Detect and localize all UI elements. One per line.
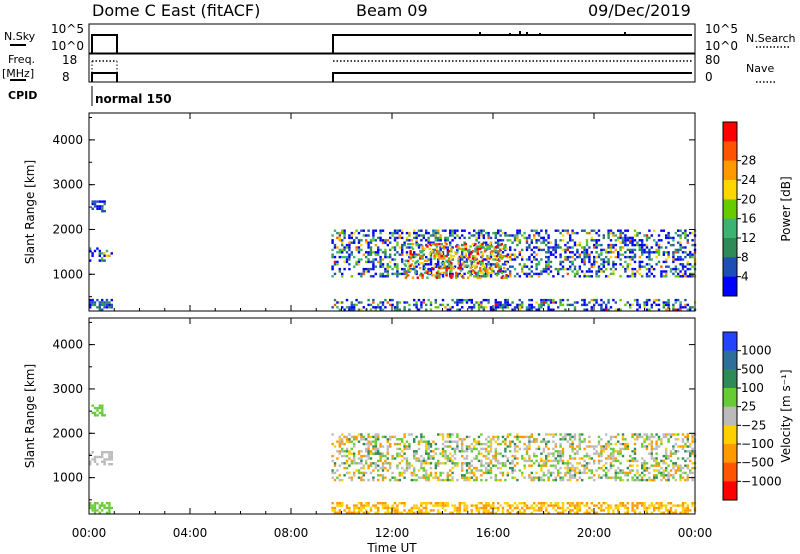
velocity-region-4 (331, 433, 697, 482)
velocity-colorbar-label-7: −1000 (741, 474, 782, 488)
velocity-region-1 (91, 404, 106, 417)
power-ytick-label-0: 1000 (52, 267, 83, 281)
power-colorbar-seg-1 (723, 141, 737, 162)
time-tick-label-3: 12:00 (375, 526, 410, 540)
velocity-region-3 (331, 502, 697, 514)
power-cells (89, 200, 697, 311)
nsearch-label: N.Search (746, 32, 796, 45)
cpid-label: CPID (8, 89, 37, 102)
power-colorbar-label-6: 28 (741, 154, 756, 168)
nave-top-tick: 80 (705, 53, 720, 67)
velocity-colorbar: 1000 500 100 25 −25 −100 −500 −1000 Velocity [m … (722, 331, 793, 501)
velocity-region-2 (89, 502, 113, 514)
velocity-cells (89, 404, 697, 514)
velocity-colorbar-label-2: 100 (741, 381, 764, 395)
power-colorbar-seg-2 (723, 160, 737, 181)
freq-trace (91, 72, 692, 82)
power-colorbar-seg-4 (723, 199, 737, 220)
velocity-ytick-label-1: 2000 (52, 426, 83, 440)
power-ytick-label-2: 3000 (52, 178, 83, 192)
velocity-colorbar-seg-4 (723, 406, 737, 426)
power-colorbar-frame (722, 121, 738, 297)
nsky-top-tick: 10^5 (51, 22, 84, 36)
power-ytick-label-3: 4000 (52, 133, 83, 147)
power-panel: 1000 2000 3000 4000 Slant Range [km] (23, 112, 697, 312)
power-colorbar-seg-8 (723, 276, 737, 297)
time-tick-label-6: 00:00 (678, 526, 713, 540)
nsky-label: N.Sky (4, 30, 36, 43)
power-frame (88, 112, 696, 312)
power-region-3 (331, 298, 697, 311)
nsearch-top-tick: 10^5 (705, 22, 738, 36)
freq-bottom-tick: 8 (62, 70, 70, 84)
velocity-colorbar-label-3: 25 (741, 400, 756, 414)
station-title: Dome C East (fitACF) (92, 1, 260, 20)
nsky-trace (91, 31, 692, 53)
velocity-ytick-label-0: 1000 (52, 471, 83, 485)
velocity-colorbar-seg-3 (723, 388, 737, 408)
velocity-colorbar-frame (722, 331, 738, 501)
time-tick-label-5: 20:00 (577, 526, 612, 540)
velocity-colorbar-title: Velocity [m s⁻¹] (779, 369, 793, 462)
velocity-colorbar-seg-1 (723, 350, 737, 370)
freq-top-tick: 18 (62, 53, 77, 67)
power-colorbar-label-1: 8 (741, 250, 749, 264)
nave-bottom-tick: 0 (705, 70, 713, 84)
power-colorbar-label-5: 24 (741, 173, 756, 187)
power-ylabel: Slant Range [km] (23, 160, 37, 264)
velocity-colorbar-label-6: −500 (741, 456, 774, 470)
freq-label-line1: Freq. (8, 53, 35, 66)
velocity-colorbar-seg-7 (723, 462, 737, 482)
velocity-ylabel: Slant Range [km] (23, 364, 37, 468)
power-colorbar-label-4: 20 (741, 192, 756, 206)
power-colorbar-label-0: 4 (741, 270, 749, 284)
velocity-colorbar-label-5: −100 (741, 437, 774, 451)
power-colorbar-label-2: 12 (741, 231, 756, 245)
time-axis-label: Time UT (366, 541, 417, 554)
velocity-ytick-label-2: 3000 (52, 382, 83, 396)
power-colorbar-seg-5 (723, 218, 737, 239)
beam-title: Beam 09 (356, 1, 428, 20)
power-colorbar-seg-6 (723, 238, 737, 258)
freq-strip (88, 53, 696, 83)
power-region-2 (89, 298, 113, 311)
nsky-bottom-tick: 10^0 (51, 39, 84, 53)
power-colorbar-title: Power [dB] (779, 176, 793, 241)
velocity-frame (88, 317, 696, 515)
time-tick-label-4: 16:00 (476, 526, 511, 540)
cpid-mode: normal 150 (95, 92, 172, 106)
velocity-ytick-label-3: 4000 (52, 338, 83, 352)
nsky-strip (88, 23, 696, 54)
velocity-colorbar-seg-5 (723, 425, 737, 445)
time-axis: 00:00 04:00 08:00 12:00 16:00 20:00 00:00 (72, 526, 713, 540)
nave-trace (91, 60, 692, 82)
nave-label: Nave (746, 62, 774, 75)
velocity-region-0 (89, 451, 113, 466)
freq-label-line2: [MHz] (2, 67, 34, 80)
power-region-1 (91, 200, 106, 213)
power-colorbar: 4 8 12 16 20 24 28 Power [dB] (722, 121, 793, 297)
velocity-colorbar-seg-0 (723, 332, 737, 352)
power-region-5 (404, 242, 508, 279)
power-colorbar-seg-0 (723, 122, 737, 142)
velocity-colorbar-seg-2 (723, 369, 737, 389)
power-region-0 (89, 247, 113, 262)
velocity-colorbar-seg-6 (723, 444, 737, 464)
velocity-colorbar-seg-8 (723, 481, 737, 501)
velocity-colorbar-label-1: 500 (741, 362, 764, 376)
velocity-colorbar-label-0: 1000 (741, 344, 772, 358)
time-tick-label-2: 08:00 (274, 526, 309, 540)
date-title: 09/Dec/2019 (588, 1, 691, 20)
power-region-4 (331, 229, 697, 278)
power-colorbar-seg-7 (723, 257, 737, 278)
time-tick-label-1: 04:00 (173, 526, 208, 540)
nsearch-bottom-tick: 10^0 (705, 39, 738, 53)
power-colorbar-label-3: 16 (741, 212, 756, 226)
power-ytick-label-1: 2000 (52, 222, 83, 236)
power-colorbar-seg-3 (723, 180, 737, 200)
velocity-panel: 1000 2000 3000 4000 Slant Range [km] (23, 317, 697, 515)
velocity-colorbar-label-4: −25 (741, 418, 766, 432)
time-tick-label-0: 00:00 (72, 526, 107, 540)
